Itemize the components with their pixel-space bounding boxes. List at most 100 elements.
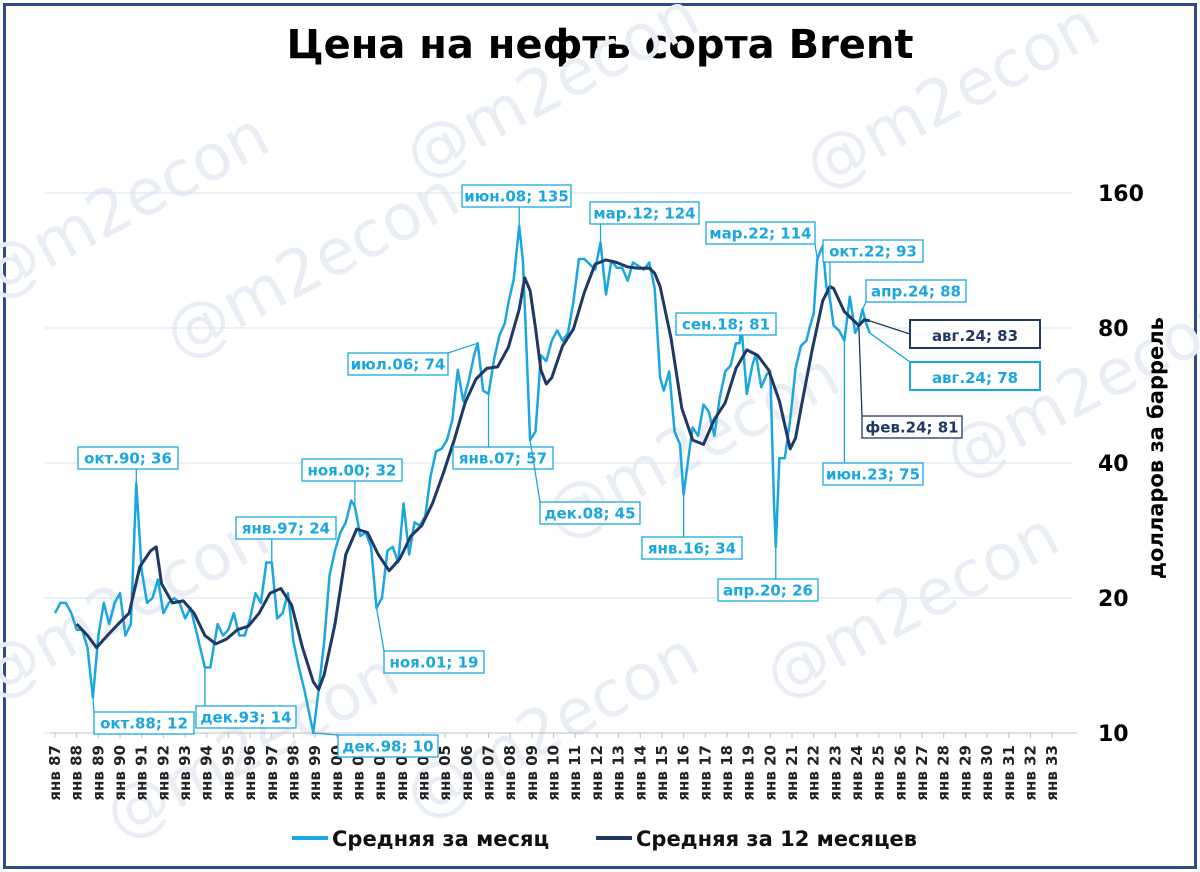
annotation-label: июл.06; 74 — [351, 355, 446, 373]
annotation: янв.07; 57 — [452, 394, 554, 470]
annotation-label: ноя.00; 32 — [308, 461, 397, 479]
x-tick-label: янв 11 — [566, 745, 584, 801]
watermark-text: @m2econ — [753, 498, 1071, 714]
annotation-box — [461, 184, 572, 208]
annotation-label: дек.93; 14 — [200, 708, 291, 726]
annotation-label: мар.12; 124 — [593, 204, 695, 222]
annotation-box — [347, 352, 449, 376]
series-monthly-line — [53, 224, 871, 735]
x-tick-label: янв 98 — [284, 745, 302, 801]
annotation-box — [235, 516, 337, 540]
x-tick-label: янв 91 — [133, 745, 151, 801]
annotation-leader — [861, 301, 867, 310]
annotation-label: янв.97; 24 — [242, 519, 330, 537]
annotation-label: ноя.01; 19 — [390, 653, 479, 671]
y-tick-label: 160 — [1098, 182, 1144, 207]
x-tick-label: янв 27 — [913, 745, 931, 801]
x-tick-label: янв 00 — [328, 745, 346, 801]
annotation-leader — [375, 607, 385, 652]
x-tick-label: янв 31 — [1000, 745, 1018, 801]
x-tick-label: янв 15 — [653, 745, 671, 801]
annotation-label: окт.90; 36 — [84, 449, 172, 467]
annotation: янв.16; 34 — [641, 494, 743, 560]
annotation-box — [865, 279, 967, 303]
x-tick-label: янв 20 — [761, 745, 779, 801]
annotation: фев.24; 81 — [858, 325, 963, 439]
x-tick-label: янв 30 — [978, 745, 996, 801]
x-tick-label: янв 25 — [870, 745, 888, 801]
x-tick-label: янв 16 — [675, 745, 693, 801]
annotation-box — [717, 578, 819, 602]
annotation-label: дек.08; 45 — [544, 504, 635, 522]
annotation: дек.08; 45 — [529, 439, 641, 525]
y-axis-ticks: 10 20 40 80 160 — [1098, 182, 1144, 747]
x-tick-label: янв 94 — [198, 745, 216, 801]
x-tick-label: янв 87 — [46, 745, 64, 801]
annotation-leader — [92, 697, 95, 713]
annotation-box — [301, 458, 403, 482]
x-tick-label: янв 17 — [696, 745, 714, 801]
x-tick-label: янв 19 — [740, 745, 758, 801]
annotation: сен.18; 81 — [675, 312, 777, 336]
annotation: июл.06; 74 — [347, 342, 478, 376]
x-tick-label: янв 22 — [805, 745, 823, 801]
y-axis-label: долларов за баррель — [1144, 317, 1168, 579]
annotation-label: апр.20; 26 — [723, 581, 813, 599]
watermark-text: @m2econ — [793, 0, 1111, 204]
annotation-leader — [869, 320, 911, 335]
annotation-box — [539, 501, 641, 525]
annotation: дек.93; 14 — [195, 667, 297, 729]
annotation-box — [909, 361, 1041, 391]
annotation: мар.12; 124 — [589, 201, 700, 243]
chart-title: Цена на нефть сорта Brent — [286, 22, 914, 68]
legend: Средняя за месяц Средняя за 12 месяцев — [292, 827, 917, 851]
series-layer — [53, 224, 871, 735]
annotation: июн.23; 75 — [822, 340, 924, 486]
x-tick-label: янв 01 — [349, 745, 367, 801]
x-tick-label: янв 95 — [219, 745, 237, 801]
annotation-label: сен.18; 81 — [682, 315, 770, 333]
x-tick-label: янв 13 — [610, 745, 628, 801]
x-tick-label: янв 03 — [393, 745, 411, 801]
annotation: ноя.01; 19 — [375, 607, 485, 674]
annotation: окт.88; 12 — [92, 697, 195, 735]
x-tick-label: янв 32 — [1021, 745, 1039, 801]
x-tick-label: янв 96 — [241, 745, 259, 801]
annotation: авг.24; 78 — [869, 332, 1041, 391]
x-tick-label: янв 89 — [89, 745, 107, 801]
annotation-box — [675, 312, 777, 336]
watermark-text: @m2econ — [393, 0, 711, 194]
x-tick-label: янв 90 — [111, 745, 129, 801]
annotation-leader — [814, 243, 818, 260]
annotation-leader — [313, 732, 339, 736]
annotation: мар.22; 114 — [705, 221, 818, 260]
annotation-box — [383, 650, 485, 674]
annotation-box — [705, 221, 816, 245]
x-tick-label: янв 23 — [826, 745, 844, 801]
y-tick-label: 20 — [1098, 587, 1129, 612]
annotation-label: окт.22; 93 — [829, 242, 917, 260]
x-tick-label: янв 12 — [588, 745, 606, 801]
x-tick-label: янв 10 — [545, 745, 563, 801]
x-tick-label: янв 05 — [436, 745, 454, 801]
x-tick-label: янв 97 — [263, 745, 281, 801]
annotation-leader — [447, 342, 478, 354]
x-tick-label: янв 29 — [956, 745, 974, 801]
x-tick-label: янв 14 — [631, 745, 649, 801]
legend-label: Средняя за месяц — [332, 827, 549, 851]
x-tick-label: янв 99 — [306, 745, 324, 801]
annotation: дек.98; 10 — [313, 732, 439, 758]
annotation-label: мар.22; 114 — [709, 224, 811, 242]
annotation: ноя.00; 32 — [301, 458, 403, 507]
annotation-box — [77, 446, 179, 470]
annotation-layer: окт.88; 12 окт.90; 36 дек.93; 14 янв.97; 24… — [77, 184, 1041, 758]
x-tick-label: янв 07 — [480, 745, 498, 801]
annotation-label: авг.24; 83 — [932, 327, 1018, 345]
annotation-box — [909, 319, 1041, 349]
x-tick-label: янв 88 — [68, 745, 86, 801]
annotation-leader — [529, 439, 541, 503]
annotation-label: дек.98; 10 — [342, 737, 433, 755]
y-tick-label: 40 — [1098, 452, 1129, 477]
x-tick-label: янв 28 — [935, 745, 953, 801]
